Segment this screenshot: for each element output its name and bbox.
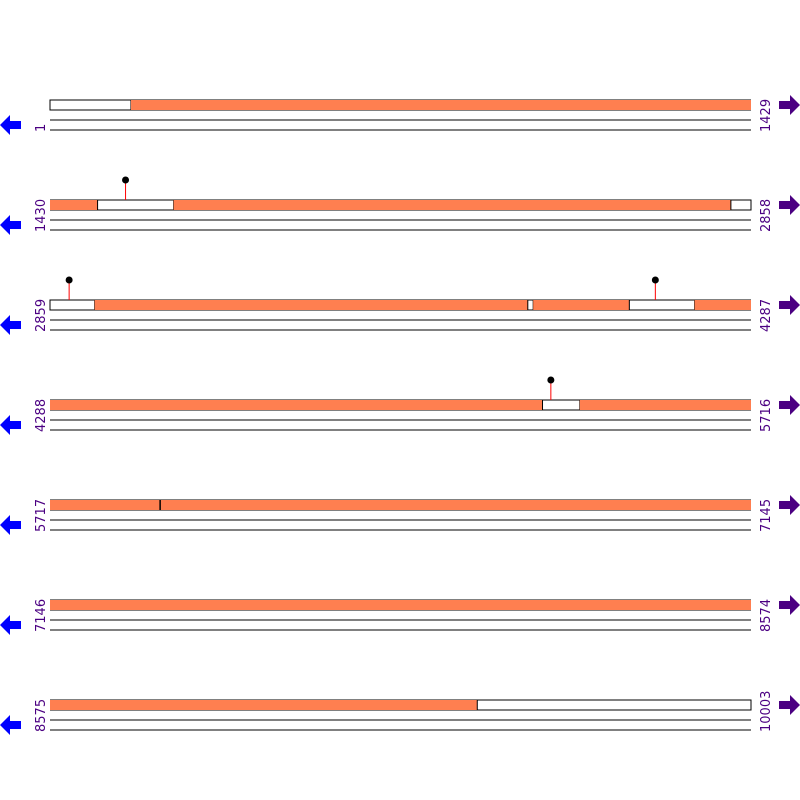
feature-segment[interactable] xyxy=(50,400,543,410)
sequence-rows: 1 1429 1430 2858 2859 4287 4288 5716 5717 7145 714… xyxy=(0,95,800,735)
row-start-label: 2859 xyxy=(34,299,49,332)
feature-segment[interactable] xyxy=(160,500,752,510)
row-start-label: 7146 xyxy=(34,599,49,632)
row-end-label: 2858 xyxy=(759,199,774,232)
feature-segment[interactable] xyxy=(50,700,478,710)
row-end-label: 8574 xyxy=(759,599,774,632)
row-end-label: 4287 xyxy=(759,299,774,332)
feature-segment[interactable] xyxy=(173,200,731,210)
row-start-label: 4288 xyxy=(34,399,49,432)
gap-segment xyxy=(159,499,162,511)
row-start-label: 8575 xyxy=(34,699,49,732)
feature-segment[interactable] xyxy=(50,500,160,510)
feature-segment[interactable] xyxy=(130,100,751,110)
row-end-label: 10003 xyxy=(759,691,774,732)
left-arrow-icon[interactable] xyxy=(0,215,21,235)
marker-head[interactable] xyxy=(122,176,130,184)
row-end-label: 5716 xyxy=(759,399,774,432)
feature-segment[interactable] xyxy=(579,400,751,410)
right-arrow-icon[interactable] xyxy=(779,195,800,215)
marker-head[interactable] xyxy=(65,276,73,284)
sequence-row: 1430 2858 xyxy=(0,176,800,235)
left-arrow-icon[interactable] xyxy=(0,115,21,135)
right-arrow-icon[interactable] xyxy=(779,595,800,615)
row-start-label: 1 xyxy=(34,124,49,132)
right-arrow-icon[interactable] xyxy=(779,395,800,415)
sequence-row: 1 1429 xyxy=(0,95,800,135)
feature-segment[interactable] xyxy=(94,300,528,310)
sequence-row: 4288 5716 xyxy=(0,376,800,435)
gap-segment xyxy=(49,99,132,111)
left-arrow-icon[interactable] xyxy=(0,415,21,435)
sequence-row: 2859 4287 xyxy=(0,276,800,335)
left-arrow-icon[interactable] xyxy=(0,615,21,635)
sequence-row: 7146 8574 xyxy=(0,595,800,635)
right-arrow-icon[interactable] xyxy=(779,295,800,315)
left-arrow-icon[interactable] xyxy=(0,315,21,335)
right-arrow-icon[interactable] xyxy=(779,95,800,115)
row-start-label: 1430 xyxy=(34,199,49,232)
gap-segment xyxy=(476,699,752,711)
sequence-row: 5717 7145 xyxy=(0,495,800,535)
right-arrow-icon[interactable] xyxy=(779,495,800,515)
left-arrow-icon[interactable] xyxy=(0,715,21,735)
gap-segment xyxy=(730,199,752,211)
gap-segment xyxy=(97,199,175,211)
feature-segment[interactable] xyxy=(694,300,751,310)
gap-segment xyxy=(542,399,581,411)
gap-segment xyxy=(628,299,696,311)
gap-segment xyxy=(49,299,96,311)
feature-segment[interactable] xyxy=(533,300,630,310)
row-start-label: 5717 xyxy=(34,499,49,532)
right-arrow-icon[interactable] xyxy=(779,695,800,715)
marker-head[interactable] xyxy=(651,276,659,284)
left-arrow-icon[interactable] xyxy=(0,515,21,535)
row-end-label: 1429 xyxy=(759,99,774,132)
feature-segment[interactable] xyxy=(50,600,751,610)
marker-head[interactable] xyxy=(547,376,555,384)
gap-segment xyxy=(527,299,534,311)
row-end-label: 7145 xyxy=(759,499,774,532)
feature-segment[interactable] xyxy=(50,200,98,210)
sequence-row: 8575 10003 xyxy=(0,691,800,735)
